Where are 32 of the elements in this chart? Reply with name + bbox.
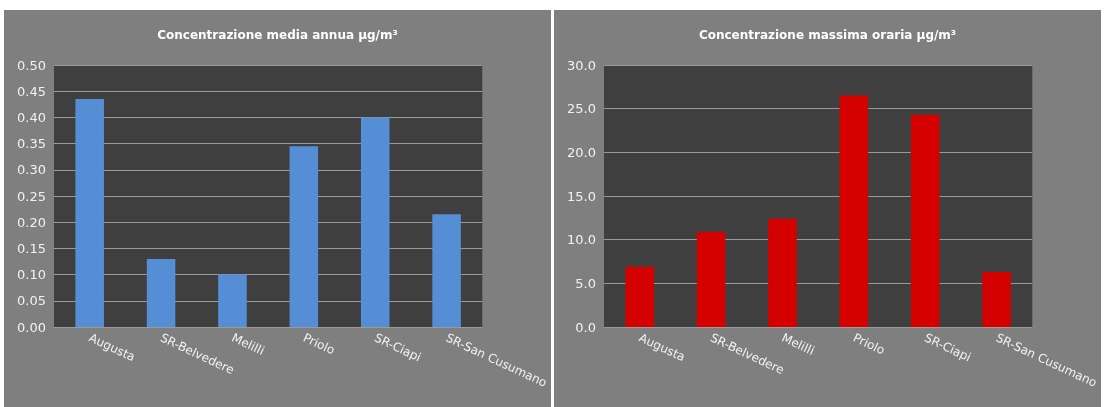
y-tick-label: 0.50	[17, 57, 46, 73]
chart-title: Concentrazione massima oraria µg/m³	[698, 28, 957, 42]
y-tick-label: 5.0	[575, 275, 596, 291]
y-tick-label: 30.0	[567, 57, 596, 73]
bar	[218, 274, 247, 327]
y-tick-label: 25.0	[567, 101, 596, 117]
bar	[289, 146, 319, 327]
y-tick-label: 0.00	[17, 319, 46, 335]
y-tick-label: 0.20	[17, 214, 46, 230]
bar	[146, 258, 176, 327]
y-tick-label: 0.45	[17, 83, 46, 99]
y-tick-label: 0.25	[17, 188, 46, 204]
bar	[625, 266, 654, 327]
y-tick-label: 0.35	[17, 136, 46, 152]
chart-title: Concentrazione media annua µg/m³	[157, 28, 398, 42]
y-tick-label: 10.0	[567, 232, 596, 248]
y-tick-label: 0.10	[17, 267, 46, 283]
y-tick-label: 0.40	[17, 109, 46, 125]
y-tick-label: 15.0	[567, 188, 596, 204]
bar	[839, 95, 869, 327]
bar	[75, 99, 104, 327]
bar	[982, 271, 1011, 327]
y-tick-label: 0.05	[17, 293, 46, 309]
y-tick-label: 0.0	[575, 319, 596, 335]
bar	[768, 218, 797, 327]
bar	[696, 231, 726, 327]
bar	[360, 117, 390, 327]
y-tick-label: 0.30	[17, 162, 46, 178]
bar	[432, 214, 461, 327]
y-tick-label: 20.0	[567, 144, 596, 160]
y-tick-label: 0.15	[17, 240, 46, 256]
bar	[910, 114, 940, 327]
